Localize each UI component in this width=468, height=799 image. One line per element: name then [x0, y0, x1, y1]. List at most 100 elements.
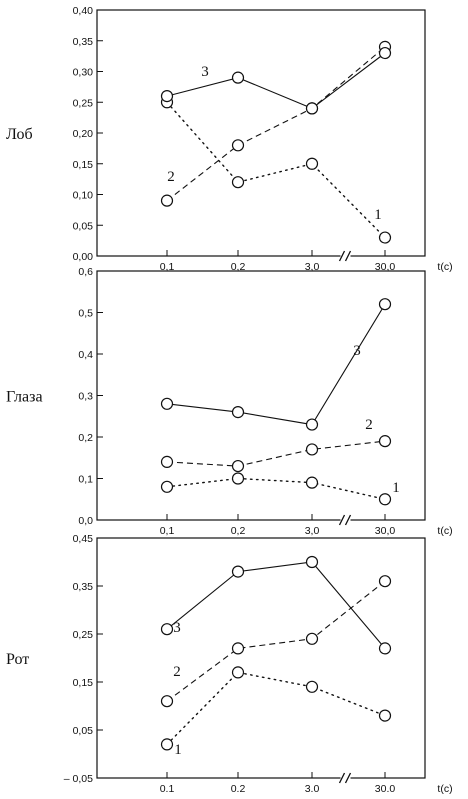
y-tick-label: 0,05	[73, 220, 94, 232]
y-tick-label: 0,15	[73, 159, 94, 171]
data-point	[231, 176, 245, 189]
x-tick-label: 3,0	[305, 525, 320, 537]
y-tick-label: 0,0	[78, 515, 93, 527]
data-point	[160, 397, 174, 410]
series-label: 1	[174, 742, 182, 758]
y-tick-label: 0,35	[73, 36, 94, 48]
series-1: 1	[160, 666, 392, 758]
y-tick-label: 0,4	[78, 349, 93, 361]
y-tick-label: 0,05	[73, 725, 94, 737]
series-line	[166, 671, 386, 746]
y-tick-label: 0,40	[73, 5, 94, 17]
series-1: 1	[160, 96, 392, 244]
x-tick-label: 0,1	[160, 525, 175, 537]
x-tick-label: 3.0	[305, 783, 320, 795]
x-axis-unit: t(c)	[437, 525, 452, 537]
data-point	[231, 472, 245, 485]
y-tick-label: 0,10	[73, 190, 94, 202]
chart-panel-3: – 0,05 0,05 0,15 0,25 0,35 0,45 0.1 0.2 3.0 30.0 t…	[6, 533, 453, 795]
y-tick-label: 0,35	[73, 581, 94, 593]
series-label: 1	[374, 207, 382, 223]
series-line	[166, 477, 386, 500]
data-point	[231, 139, 245, 152]
data-point	[231, 71, 245, 84]
series-label: 3	[353, 343, 361, 359]
chart-panel-2: 0,0 0,1 0,2 0,3 0,4 0,5 0,6 0,1 0,2 3,0 30,0 t(c) Гл…	[6, 266, 453, 537]
y-tick-label: 0,2	[78, 432, 93, 444]
series-2: 2	[160, 575, 392, 708]
axis-break-mark	[338, 772, 352, 784]
y-tick-label: 0,45	[73, 533, 94, 545]
data-point	[305, 476, 319, 489]
x-axis-unit: t(c)	[437, 261, 452, 273]
y-tick-label: 0,6	[78, 266, 93, 278]
series-2: 2	[160, 40, 392, 207]
y-tick-label: 0,25	[73, 629, 94, 641]
series-2: 2	[160, 417, 392, 473]
y-tick-label: 0,00	[73, 251, 94, 263]
data-point	[231, 565, 245, 578]
series-line	[166, 561, 386, 649]
y-tick-label: 0,25	[73, 97, 94, 109]
y-tick-label: 0,1	[78, 474, 93, 486]
series-line	[166, 303, 386, 426]
series-1: 1	[160, 472, 400, 506]
data-point	[305, 443, 319, 456]
y-tick-label: – 0,05	[64, 773, 93, 785]
data-point	[378, 46, 392, 60]
y-tick-label: 0,30	[73, 67, 94, 79]
plot-frame	[96, 537, 426, 779]
side-label: Рот	[6, 651, 29, 668]
data-point	[305, 632, 319, 645]
x-tick-label: 0,1	[160, 261, 175, 273]
plot-frame	[96, 270, 426, 521]
x-tick-label: 30,0	[375, 261, 396, 273]
y-tick-label: 0,3	[78, 391, 93, 403]
series-line	[166, 52, 386, 110]
data-point	[378, 435, 392, 448]
data-point	[378, 493, 392, 506]
data-point	[378, 298, 392, 311]
series-line	[166, 440, 386, 467]
x-tick-label: 0.1	[160, 783, 175, 795]
y-tick-label: 0,15	[73, 677, 94, 689]
x-tick-label: 0.2	[231, 783, 246, 795]
axis-break-mark	[338, 514, 352, 526]
data-point	[160, 695, 174, 708]
data-point	[231, 406, 245, 419]
series-label: 3	[201, 64, 209, 80]
data-point	[160, 194, 174, 207]
series-3: 3	[160, 298, 392, 431]
data-point	[305, 418, 319, 431]
data-point	[305, 555, 319, 569]
y-tick-label: 0,20	[73, 128, 94, 140]
x-tick-label: 30.0	[375, 783, 396, 795]
data-point	[378, 231, 392, 244]
side-label: Глаза	[6, 389, 43, 406]
data-point	[305, 102, 319, 115]
x-tick-label: 30,0	[375, 525, 396, 537]
data-point	[160, 738, 174, 751]
series-label: 3	[173, 620, 181, 636]
side-label: Лоб	[6, 126, 33, 143]
series-line	[166, 46, 386, 202]
series-label: 2	[173, 664, 181, 680]
data-point	[160, 455, 174, 468]
series-3: 3	[160, 46, 392, 115]
data-point	[231, 666, 245, 679]
data-point	[378, 642, 392, 655]
x-tick-label: 3,0	[305, 261, 320, 273]
data-point	[231, 642, 245, 655]
series-label: 2	[365, 417, 373, 433]
data-point	[378, 575, 392, 588]
series-line	[166, 580, 386, 702]
x-axis-unit: t(c)	[437, 783, 452, 795]
y-tick-label: 0,5	[78, 308, 93, 320]
x-tick-label: 0,2	[231, 525, 246, 537]
series-label: 1	[392, 480, 400, 496]
series-3: 3	[160, 555, 392, 655]
data-point	[160, 89, 174, 103]
axis-break-mark	[338, 250, 352, 262]
series-line	[166, 101, 386, 239]
